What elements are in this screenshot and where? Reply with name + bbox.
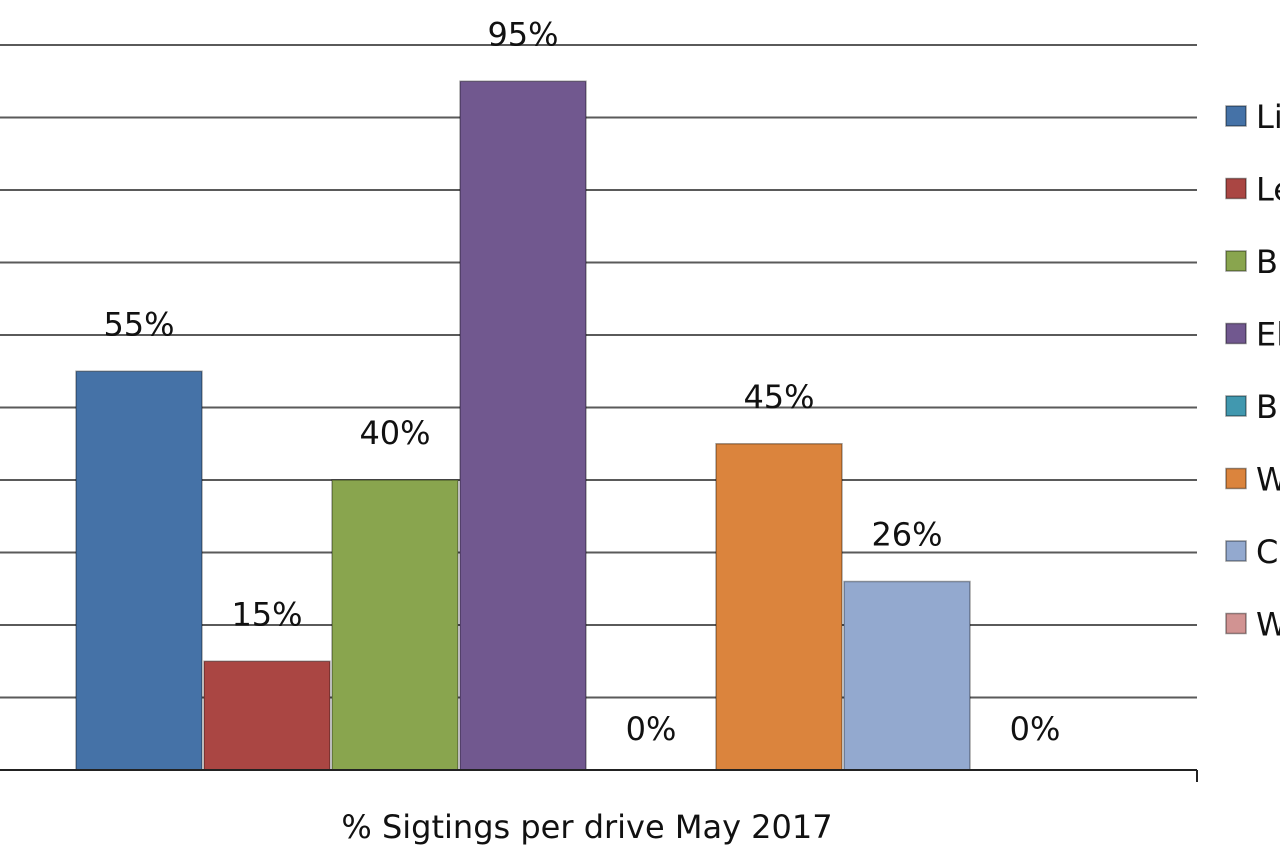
legend-label: Le [1256,171,1280,209]
legend-swatch [1225,322,1247,345]
legend-swatch [1225,540,1247,562]
bar [715,443,843,771]
legend-label: W [1256,606,1280,644]
data-label: 15% [231,595,302,633]
legend-swatch [1225,395,1247,417]
legend-label: B [1256,388,1278,426]
data-label: 45% [743,378,814,416]
legend-swatch [1225,105,1247,127]
data-label: 55% [103,305,174,343]
data-labels: 55% 15% 40% 95% 0% 45% 26% 0% [103,15,1060,748]
bars [75,80,971,771]
data-label: 26% [871,516,942,554]
bar [75,370,203,771]
legend-swatch [1225,250,1247,272]
legend-swatch [1225,467,1247,490]
data-label: 0% [626,710,677,748]
x-axis-title: % Sigtings per drive May 2017 [341,808,832,846]
legend-swatch [1225,612,1247,635]
legend-label: W [1256,461,1280,499]
data-label: 95% [487,15,558,53]
legend: LiLeBElBWCW [1225,98,1280,644]
legend-label: B [1256,243,1278,281]
axes [0,769,1198,782]
data-label: 40% [359,414,430,452]
bar [203,660,331,771]
legend-label: Li [1256,98,1280,136]
bar [843,580,971,771]
data-label: 0% [1010,710,1061,748]
legend-label: El [1256,316,1280,354]
bar [459,80,587,771]
bar [331,479,459,771]
legend-label: C [1256,533,1278,571]
legend-swatch [1225,177,1247,200]
